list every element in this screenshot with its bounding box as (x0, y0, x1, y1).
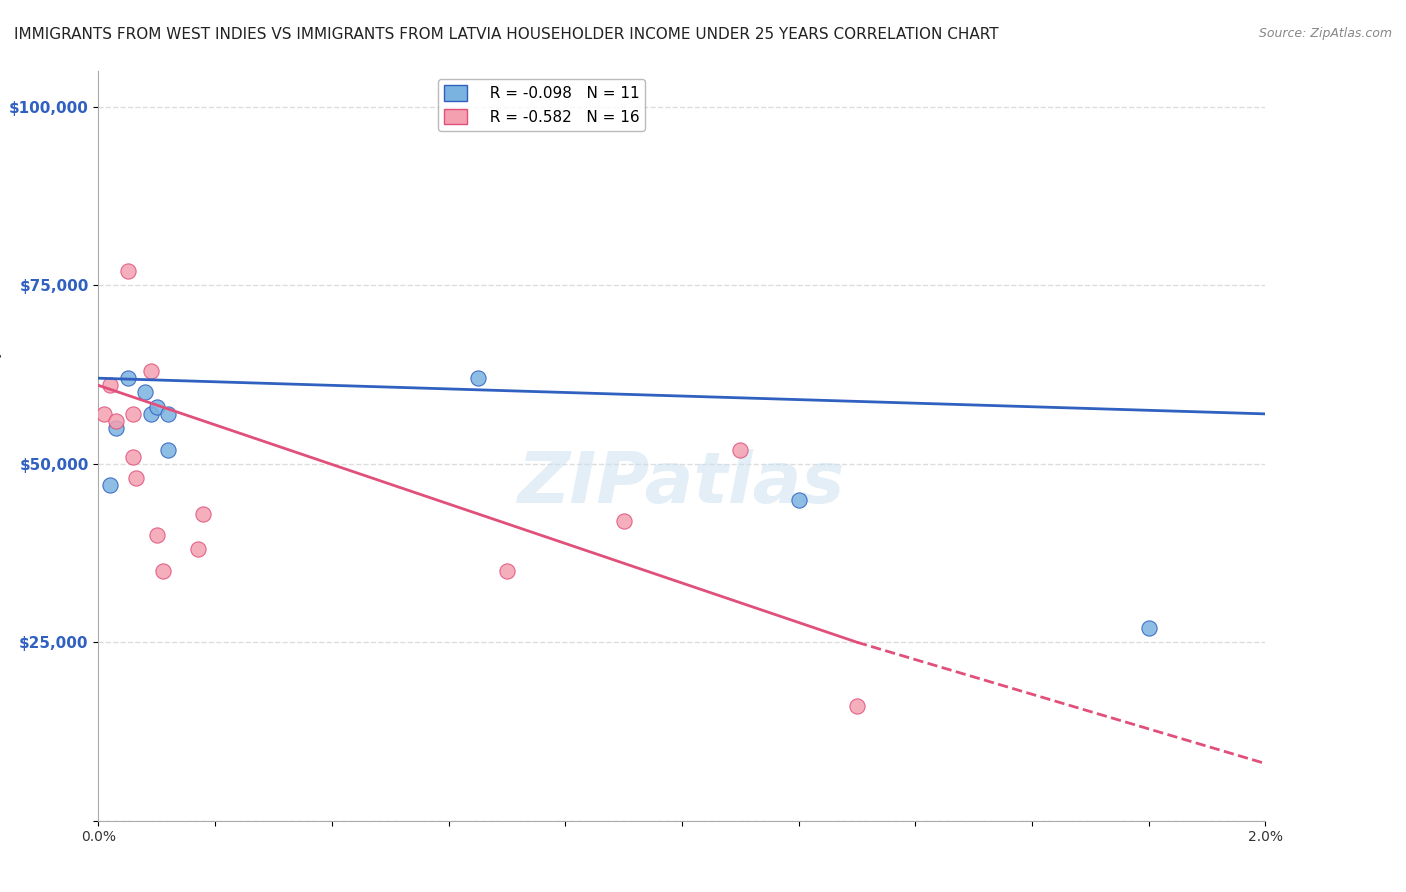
Point (125, 471, 148, 485)
Point (117, 264, 139, 278)
Point (467, 371, 489, 385)
Text: ZIPatlas: ZIPatlas (519, 449, 845, 518)
Text: Source: ZipAtlas.com: Source: ZipAtlas.com (1258, 27, 1392, 40)
Legend:   R = -0.098   N = 11,   R = -0.582   N = 16: R = -0.098 N = 11, R = -0.582 N = 16 (439, 79, 645, 131)
Point (730, 442, 752, 457)
Point (152, 564, 174, 578)
Point (122, 407, 145, 421)
Point (1137, 621, 1160, 635)
Point (104, 421, 127, 435)
Point (157, 407, 180, 421)
Point (845, 699, 868, 714)
Point (134, 385, 156, 400)
Point (104, 414, 127, 428)
Point (146, 400, 169, 414)
Point (187, 542, 209, 557)
Point (193, 507, 215, 521)
Point (98, 378, 121, 392)
Text: IMMIGRANTS FROM WEST INDIES VS IMMIGRANTS FROM LATVIA HOUSEHOLDER INCOME UNDER 2: IMMIGRANTS FROM WEST INDIES VS IMMIGRANT… (14, 27, 998, 42)
Point (139, 407, 162, 421)
Point (157, 442, 180, 457)
Point (139, 364, 162, 378)
Point (98, 478, 121, 492)
Point (787, 492, 810, 507)
Point (93, 407, 115, 421)
Y-axis label: Householder Income Under 25 years: Householder Income Under 25 years (0, 319, 1, 573)
Point (496, 564, 519, 578)
Point (612, 514, 634, 528)
Point (146, 528, 169, 542)
Point (117, 371, 139, 385)
Point (122, 450, 145, 464)
